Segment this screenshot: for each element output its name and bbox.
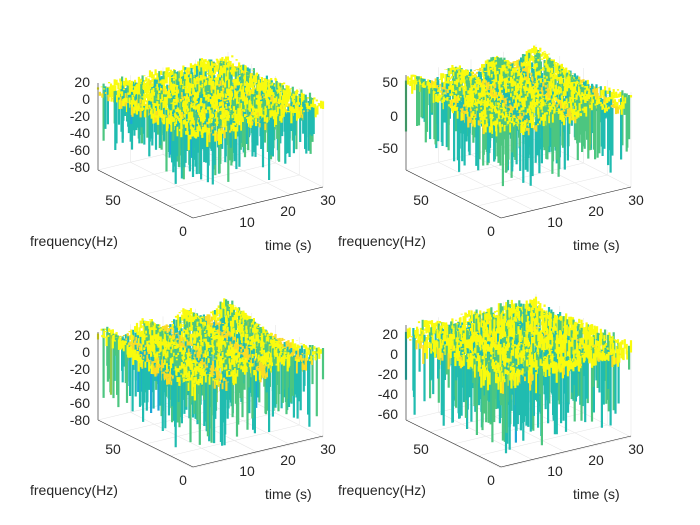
subplot-2-xtick-labels: 10 20 30	[547, 192, 644, 230]
x-tick-label: 20	[280, 203, 296, 219]
subplot-2-surface	[404, 45, 633, 187]
x-tick-label: 10	[239, 463, 255, 479]
z-tick-label: -40	[70, 125, 90, 141]
x-axis-label: time (s)	[265, 486, 312, 502]
y-tick-label: 50	[105, 192, 121, 208]
y-tick-label: 50	[105, 441, 121, 457]
z-tick-label: -60	[70, 395, 90, 411]
z-tick-label: 0	[82, 91, 90, 107]
x-tick-label: 20	[588, 203, 604, 219]
subplot-1-ztick-labels: 20 0 -20 -40 -60 -80	[70, 74, 90, 175]
y-tick-label: 0	[179, 223, 187, 239]
x-axis-label: time (s)	[573, 237, 620, 253]
y-axis-label: frequency(Hz)	[338, 233, 426, 249]
subplot-1-surface	[96, 55, 325, 185]
x-tick-label: 30	[628, 192, 644, 208]
z-tick-label: 20	[74, 74, 90, 90]
y-axis-label: frequency(Hz)	[30, 233, 118, 249]
x-tick-label: 10	[547, 214, 563, 230]
z-tick-label: 50	[382, 74, 398, 90]
x-axis-label: time (s)	[265, 237, 312, 253]
subplot-2-ztick-labels: 50 0 -50	[378, 74, 398, 156]
subplot-3-surface	[96, 298, 325, 448]
subplot-2-ytick-labels: 0 50	[413, 192, 495, 239]
subplot-1-xtick-labels: 10 20 30	[239, 192, 336, 230]
x-tick-label: 30	[320, 441, 336, 457]
z-tick-label: -60	[70, 142, 90, 158]
y-tick-label: 0	[179, 472, 187, 488]
x-tick-label: 20	[280, 452, 296, 468]
z-tick-label: 20	[74, 327, 90, 343]
subplot-4-surface	[404, 296, 633, 454]
subplot-3-ytick-labels: 0 50	[105, 441, 187, 488]
subplot-3-ztick-labels: 20 0 -20 -40 -60 -80	[70, 327, 90, 428]
y-tick-label: 50	[413, 192, 429, 208]
subplot-1-ytick-labels: 0 50	[105, 192, 187, 239]
z-tick-label: 0	[390, 108, 398, 124]
subplot-3-xtick-labels: 10 20 30	[239, 441, 336, 479]
x-tick-label: 30	[320, 192, 336, 208]
y-axis-label: frequency(Hz)	[30, 482, 118, 498]
z-tick-label: -20	[70, 361, 90, 377]
z-tick-label: -50	[378, 140, 398, 156]
subplot-3-box	[97, 332, 324, 468]
z-tick-label: -20	[70, 108, 90, 124]
z-tick-label: -40	[70, 378, 90, 394]
subplot-1: 20 0 -20 -40 -60 -80 10 20 30 0 50 frequ…	[30, 52, 336, 253]
x-tick-label: 10	[239, 214, 255, 230]
z-tick-label: -80	[70, 159, 90, 175]
subplot-1-box	[97, 83, 324, 219]
subplot-4: 20 0 -20 -40 -60 10 20 30 0 50 frequency…	[338, 294, 644, 502]
z-tick-label: -80	[70, 412, 90, 428]
subplot-3: 20 0 -20 -40 -60 -80 10 20 30 0 50 frequ…	[30, 298, 336, 502]
z-tick-label: 0	[82, 344, 90, 360]
subplot-2: 50 0 -50 10 20 30 0 50 frequency(Hz) tim…	[338, 44, 644, 253]
subplot-2-box	[405, 75, 632, 219]
y-tick-label: 0	[487, 223, 495, 239]
